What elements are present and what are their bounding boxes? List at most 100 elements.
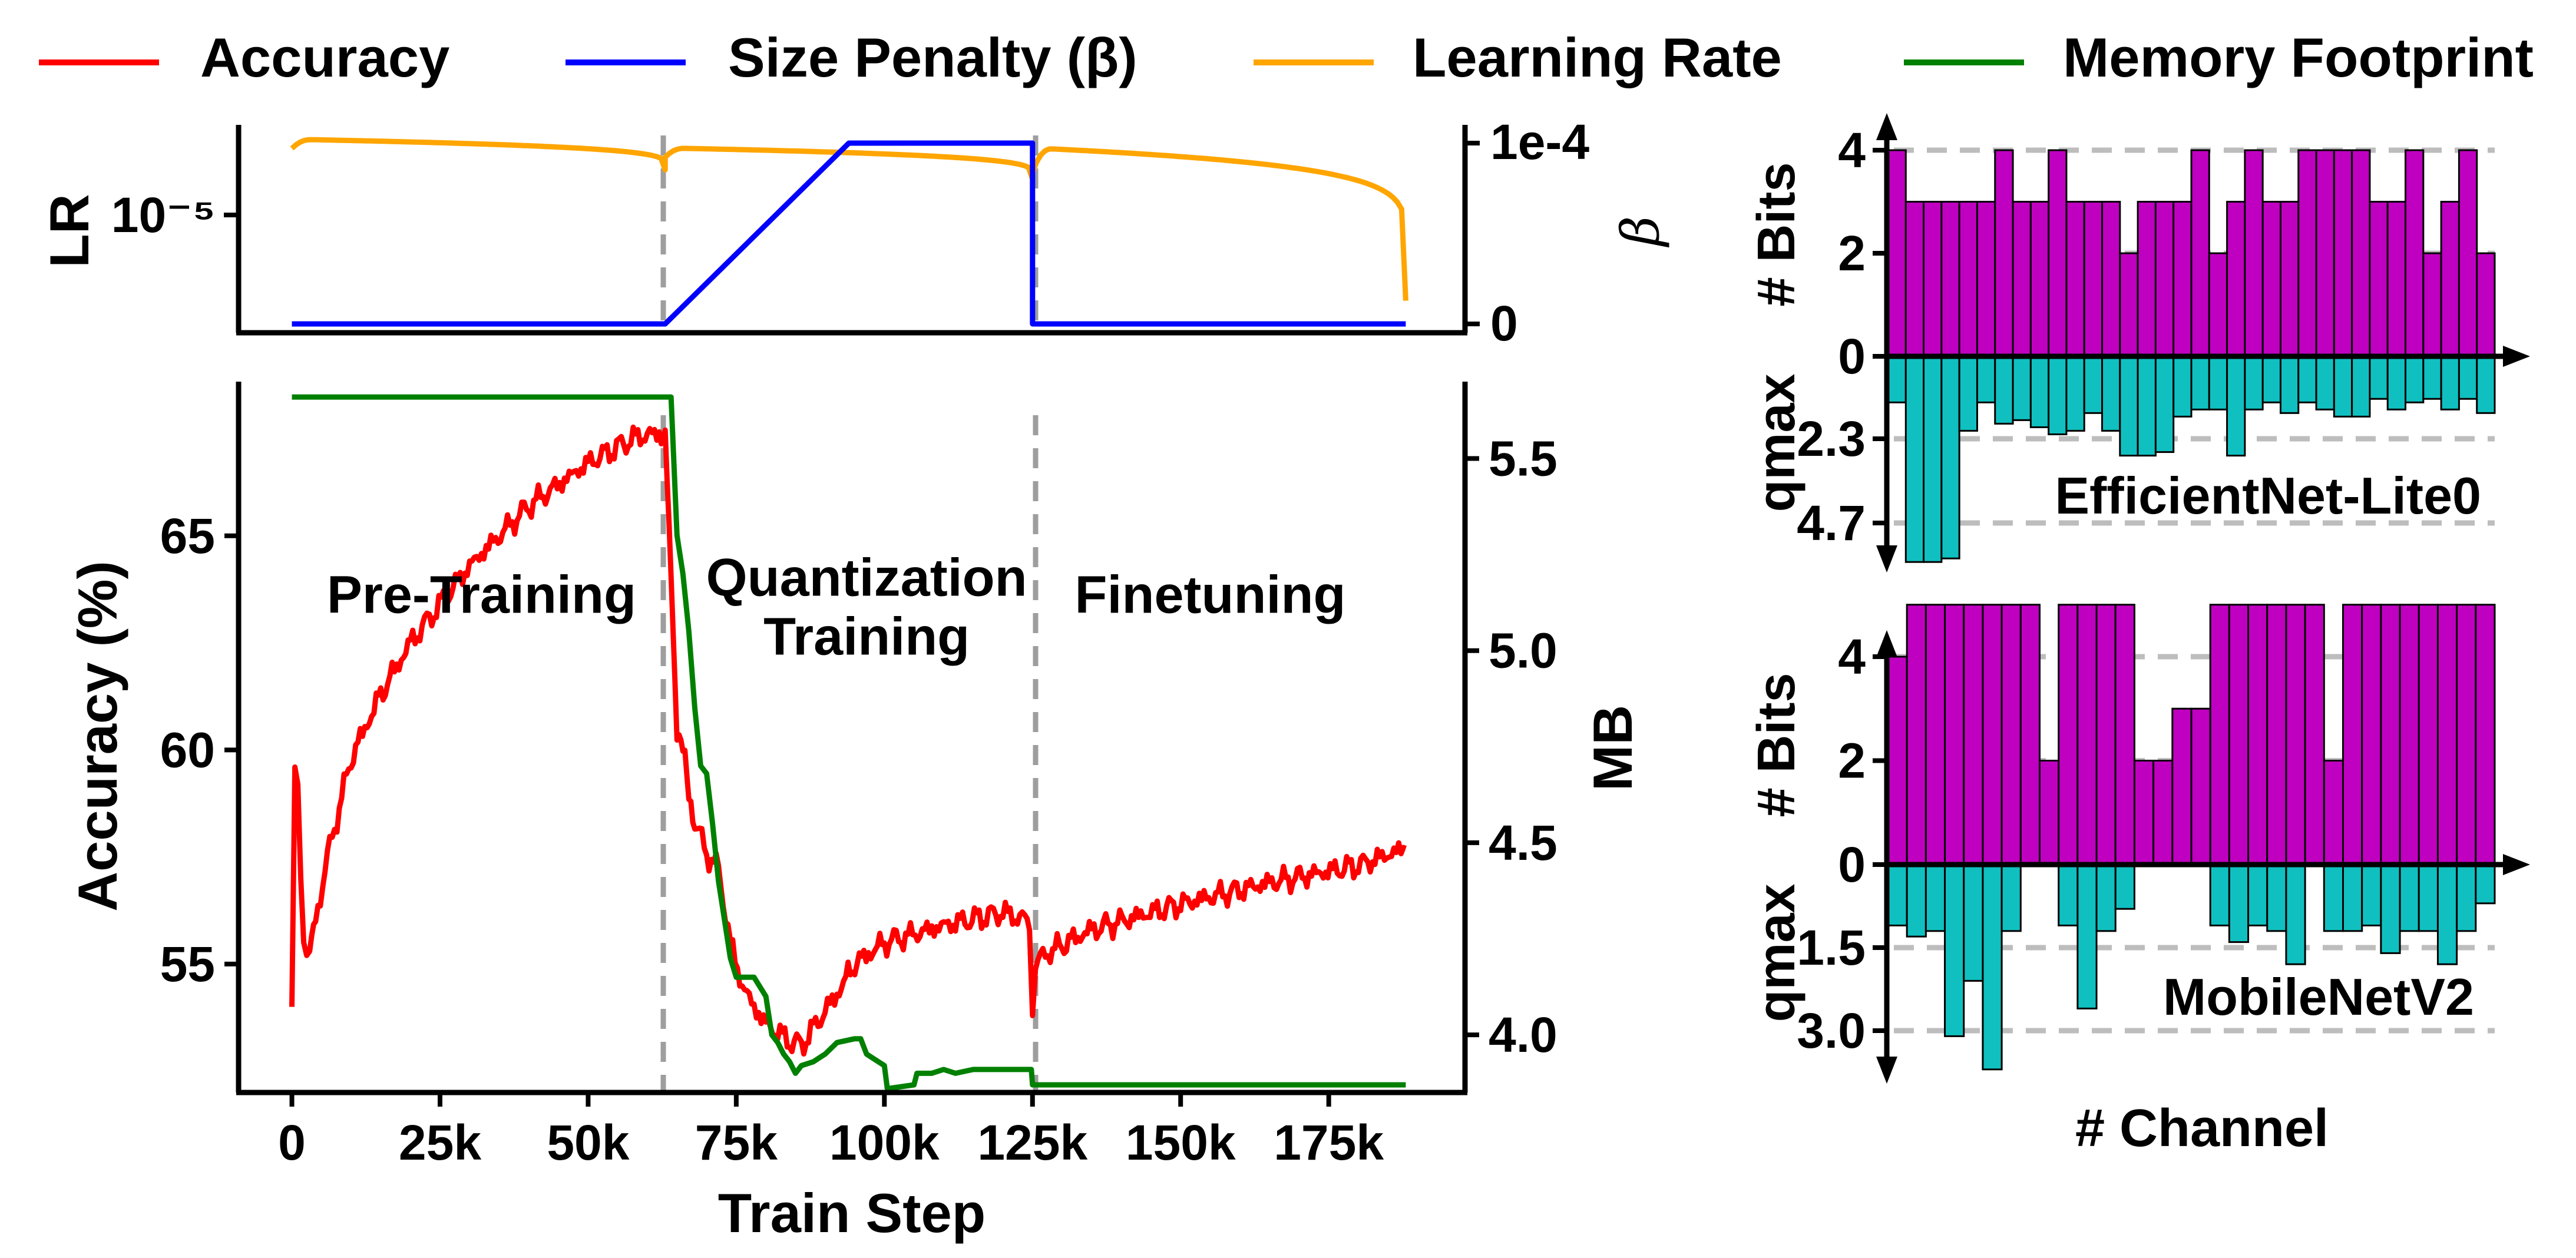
effnet-bits-bar (2315, 149, 2335, 357)
mobilenet-axes: 0 2 4 1.5 3.0 (1797, 629, 2530, 1084)
mobilenet-bits-bar (2418, 604, 2439, 866)
effnet-y-arrow-down (1876, 545, 1897, 572)
effnet-bits-tick-label-2: 4 (1838, 123, 1866, 178)
mobilenet-bits-bar (2058, 604, 2079, 866)
mobilenet-bits-bar (2171, 707, 2193, 866)
phase-labels: Pre-Training Quantization Training Finetuni… (327, 549, 1346, 667)
effnet-qmax-bar (2386, 355, 2407, 410)
effnet-bits-bar (2440, 201, 2460, 357)
effnet-qmax-axis-label: qmax (1747, 373, 1806, 512)
mobilenet-x-axis-label: # Channel (2075, 1099, 2329, 1158)
mobilenet-qmax-bar (2058, 863, 2079, 926)
legend-label-learning-rate: Learning Rate (1413, 27, 1782, 88)
effnet-qmax-bar (1940, 355, 1960, 560)
effnet-y-arrow-up (1876, 113, 1897, 140)
mobilenet-bits-bar (1887, 656, 1908, 866)
effnet-qmax-bar (2137, 355, 2157, 457)
mobilenet-qmax-bar (1982, 863, 2003, 1071)
mobilenet-qmax-bar (2228, 863, 2250, 944)
y2-tick-label-3: 5.5 (1489, 431, 1557, 486)
mobilenet-qmax-bar (2076, 863, 2098, 1009)
mobilenet-bits-bar (2361, 604, 2382, 866)
mobilenet-qmax-bar (1906, 863, 1927, 938)
mobilenet-bits-bar (1924, 604, 1946, 866)
effnet-qmax-bar (2208, 355, 2228, 410)
effnet-qmax-bar (1904, 355, 1925, 563)
x-tick-label-1: 25k (399, 1115, 481, 1170)
effnet-bits-bar (2119, 252, 2139, 357)
mobilenet-bits-bar (2019, 604, 2041, 866)
effnet-bits-bar (2261, 201, 2281, 357)
y2-tick-label-2: 5.0 (1489, 623, 1557, 678)
lr-axis-label: LR (38, 194, 100, 267)
effnet-qmax-bar (2083, 355, 2104, 414)
effnet-bits-bar (2279, 201, 2300, 357)
mobilenet-qmax-bar (2209, 863, 2230, 926)
legend-label-memory-footprint: Memory Footprint (2063, 27, 2534, 88)
effnet-bits-bar (2208, 252, 2228, 357)
mobilenet-bits-bar (2285, 604, 2306, 866)
effnet-bits-bar (2297, 149, 2317, 357)
effnet-qmax-bar (2279, 355, 2300, 414)
mobilenet-bits-bar (1906, 604, 1927, 866)
effnet-bits-bar (1958, 201, 1978, 357)
effnet-bits-tick-label-0: 0 (1838, 329, 1866, 384)
mobilenet-qmax-bar (1924, 863, 1946, 932)
effnet-qmax-tick-label-1: 4.7 (1797, 495, 1866, 551)
mobilenet-bits-bars (1887, 604, 2496, 866)
effnet-bits-bar (2083, 201, 2104, 357)
effnet-qmax-bar (2244, 355, 2264, 410)
effnet-bits-bar (2244, 149, 2264, 357)
mobilenet-bits-bar (2475, 604, 2496, 866)
effnet-bits-bar (2101, 201, 2121, 357)
mobilenet-bits-bar (2039, 760, 2060, 866)
mobilenet-qmax-bar (2000, 863, 2022, 932)
effnet-qmax-bar (2172, 355, 2193, 418)
mobilenet-qmax-bar (2114, 863, 2135, 910)
mobilenet-bits-bar (1982, 604, 2003, 866)
effnet-bits-bar (2029, 201, 2050, 357)
mobilenet-qmax-bar (2285, 863, 2306, 965)
mobilenet-bits-bar (2247, 604, 2269, 866)
effnet-bits-bar (2386, 201, 2407, 357)
efficientnet-bar-panel: 0 2 4 2.3 4.7 # Bits qmax EfficientNet-Lite0 (1747, 113, 2530, 572)
effnet-qmax-bar (2351, 355, 2371, 418)
effnet-bits-bar (2369, 201, 2389, 357)
mobilenet-qmax-bar (2323, 863, 2344, 932)
x-tick-label-2: 50k (547, 1115, 629, 1170)
legend-label-size-penalty: Size Penalty (β) (728, 27, 1137, 88)
effnet-bits-bar (1976, 201, 1996, 357)
effnet-bits-bar (1923, 201, 1943, 357)
effnet-qmax-bar (2405, 355, 2425, 403)
mobilenet-bits-tick-label-0: 0 (1838, 837, 1866, 892)
phase-label-1: Quantization Training (706, 549, 1027, 667)
mobilenet-bits-bar (2304, 604, 2325, 866)
mobilenet-x-arrow (2503, 854, 2530, 875)
mobilenet-qmax-bar (2095, 863, 2117, 932)
mobilenet-bits-tick-label-2: 4 (1838, 629, 1866, 684)
effnet-bits-axis-label: # Bits (1747, 162, 1806, 306)
mobilenet-qmax-tick-label-0: 1.5 (1797, 920, 1866, 975)
effnet-qmax-bar (2190, 355, 2210, 410)
effnet-bits-bar (1887, 149, 1907, 357)
y-tick-label-1: 60 (160, 722, 215, 777)
effnet-qmax-bar (2261, 355, 2281, 403)
effnet-bits-bar (2351, 149, 2371, 357)
effnet-qmax-bar (1994, 355, 2014, 425)
mobilenet-bits-bar (2133, 760, 2155, 866)
effnet-qmax-bar (2297, 355, 2317, 403)
mobilenet-bits-bar (2436, 604, 2458, 866)
effnet-qmax-bar (1976, 355, 1996, 403)
mobilenet-bits-bar (2076, 604, 2098, 866)
x-tick-label-7: 175k (1274, 1115, 1384, 1170)
effnet-bits-bar (2422, 252, 2442, 357)
learning-rate-line (290, 137, 1408, 301)
effnet-qmax-bar (1887, 355, 1907, 403)
x-tick-label-6: 150k (1126, 1115, 1236, 1170)
phase-label-2: Finetuning (1075, 566, 1346, 625)
x-tick-label-3: 75k (695, 1115, 778, 1170)
effnet-qmax-bar (2029, 355, 2050, 428)
effnet-bits-bars (1887, 149, 2496, 357)
effnet-qmax-bar (2048, 355, 2068, 435)
